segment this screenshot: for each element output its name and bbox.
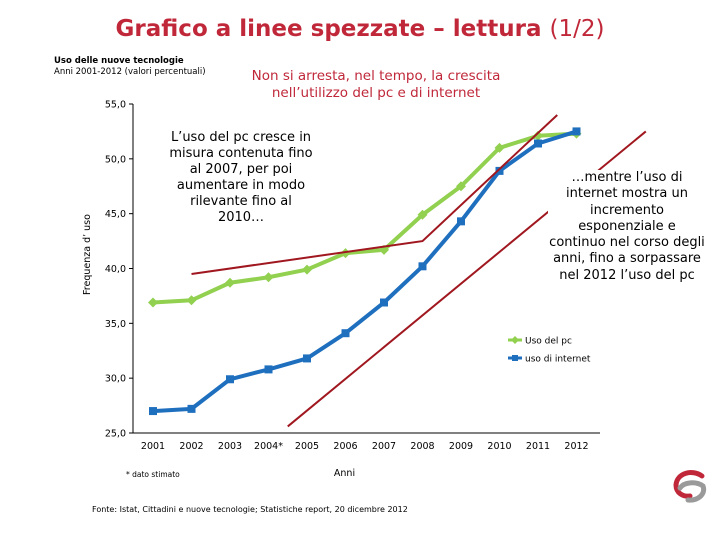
x-tick-label: 2010 — [487, 441, 511, 452]
data-point-pc — [302, 264, 312, 275]
data-point-internet — [495, 166, 504, 175]
y-axis-label: Frequenza d’ uso — [82, 214, 93, 295]
x-tick-label: 2007 — [372, 441, 396, 452]
data-point-pc — [456, 181, 466, 192]
x-tick-label: 2011 — [526, 441, 550, 452]
x-tick-label: 2002 — [179, 441, 203, 452]
x-tick-label: 2001 — [141, 441, 165, 452]
chart-subtitle: Uso delle nuove tecnologie — [54, 56, 184, 66]
footnote: * dato stimato — [126, 470, 180, 479]
data-point-pc — [148, 297, 158, 308]
data-point-internet — [187, 404, 196, 413]
series-line-internet — [152, 129, 578, 414]
y-tick-label: 55,0 — [105, 100, 126, 111]
legend-marker-pc — [511, 336, 519, 344]
chart-subtitle-years: Anni 2001-2012 (valori percentuali) — [54, 67, 206, 77]
data-point-pc — [533, 130, 543, 141]
data-point-internet — [341, 329, 350, 338]
title-main: Grafico a linee spezzate – lettura — [115, 16, 542, 42]
title-page-indicator: (1/2) — [549, 16, 605, 42]
annotation-internet: …mentre l’uso di internet mostra un incr… — [548, 170, 706, 285]
data-point-internet — [457, 217, 465, 226]
x-tick-label: 2005 — [295, 441, 319, 452]
y-tick-label: 35,0 — [105, 319, 126, 330]
data-point-pc — [494, 142, 505, 153]
y-tick-label: 45,0 — [105, 209, 126, 220]
page-title: Grafico a linee spezzate – lettura (1/2) — [0, 16, 720, 42]
legend-label: uso di internet — [525, 355, 591, 365]
data-point-pc — [417, 209, 428, 220]
annotation-pc: L’uso del pc cresce in misura contenuta … — [166, 130, 316, 226]
data-point-internet — [149, 407, 157, 416]
y-tick-label: 25,0 — [105, 429, 126, 440]
x-tick-label: 2012 — [564, 441, 588, 452]
y-tick-label: 50,0 — [105, 154, 126, 165]
data-point-internet — [572, 127, 581, 136]
x-tick-label: 2008 — [410, 441, 434, 452]
x-tick-label: 2006 — [333, 441, 357, 452]
top-note: Non si arresta, nel tempo, la crescita n… — [251, 68, 501, 101]
data-point-internet — [534, 139, 542, 148]
data-point-pc — [225, 277, 235, 288]
x-tick-label: 2003 — [218, 441, 242, 452]
source-note: Fonte: Istat, Cittadini e nuove tecnolog… — [92, 505, 408, 514]
trend-line-pc — [191, 114, 558, 275]
x-tick-label: 2009 — [449, 441, 473, 452]
data-point-internet — [303, 354, 311, 363]
data-point-internet — [226, 375, 234, 384]
data-point-internet — [264, 365, 273, 374]
data-point-pc — [263, 272, 274, 283]
y-tick-label: 40,0 — [105, 264, 126, 275]
data-point-internet — [380, 298, 388, 307]
y-tick-label: 30,0 — [105, 374, 126, 385]
data-point-pc — [340, 248, 351, 259]
x-tick-label: 2004* — [254, 441, 283, 452]
series-line-pc — [152, 131, 577, 305]
x-axis-label: Anni — [334, 468, 355, 479]
data-point-internet — [418, 262, 427, 271]
legend-label: Uso del pc — [525, 337, 572, 347]
legend-marker-internet — [512, 355, 518, 361]
data-point-pc — [186, 295, 197, 306]
istat-logo-icon — [673, 470, 707, 503]
